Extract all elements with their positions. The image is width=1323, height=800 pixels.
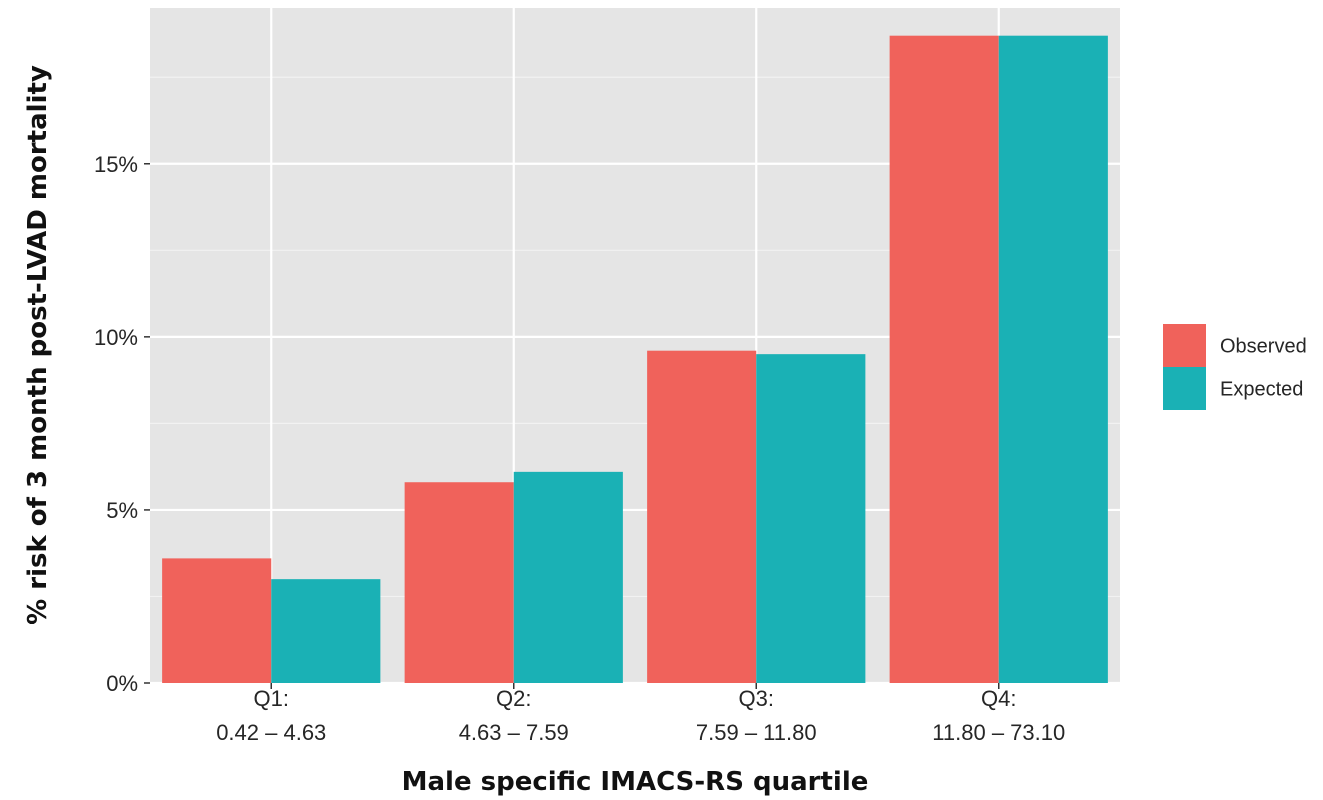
bar-observed-q3: [647, 350, 757, 683]
legend-key-expected: [1163, 367, 1206, 410]
bar-observed-q2: [404, 482, 514, 683]
x-category-label-line2: 11.80 – 73.10: [932, 720, 1065, 745]
x-category-label-line2: 7.59 – 11.80: [696, 720, 817, 745]
y-tick-label: 5%: [106, 498, 138, 523]
x-category-label-line1: Q2:: [496, 686, 531, 711]
y-tick-label: 15%: [94, 152, 138, 177]
x-axis-categories: Q1: 0.42 – 4.63 Q2: 4.63 – 7.59 Q3: 7.59 – 11…: [216, 683, 1065, 745]
x-category-label-line1: Q3:: [739, 686, 774, 711]
bar-expected-q1: [271, 579, 381, 683]
bars-layer: [162, 35, 1108, 683]
y-axis-ticks: 0% 5% 10% 15%: [94, 152, 150, 696]
bar-expected-q2: [513, 471, 623, 683]
bar-observed-q4: [889, 35, 999, 683]
bar-expected-q3: [756, 354, 866, 683]
x-category-label-line1: Q1:: [254, 686, 289, 711]
y-tick-label: 10%: [94, 325, 138, 350]
bar-expected-q4: [998, 35, 1108, 683]
y-tick-label: 0%: [106, 671, 138, 696]
legend: Observed Expected: [1163, 324, 1307, 410]
legend-key-observed: [1163, 324, 1206, 367]
x-category-label-line2: 0.42 – 4.63: [216, 720, 326, 745]
legend-label-observed: Observed: [1220, 336, 1307, 358]
x-axis-title: Male specific IMACS-RS quartile: [402, 767, 869, 797]
y-axis-title: % risk of 3 month post-LVAD mortality: [23, 65, 53, 625]
x-category-label-line2: 4.63 – 7.59: [459, 720, 569, 745]
bar-observed-q1: [162, 558, 272, 683]
legend-label-expected: Expected: [1220, 379, 1303, 401]
x-category-label-line1: Q4:: [981, 686, 1016, 711]
